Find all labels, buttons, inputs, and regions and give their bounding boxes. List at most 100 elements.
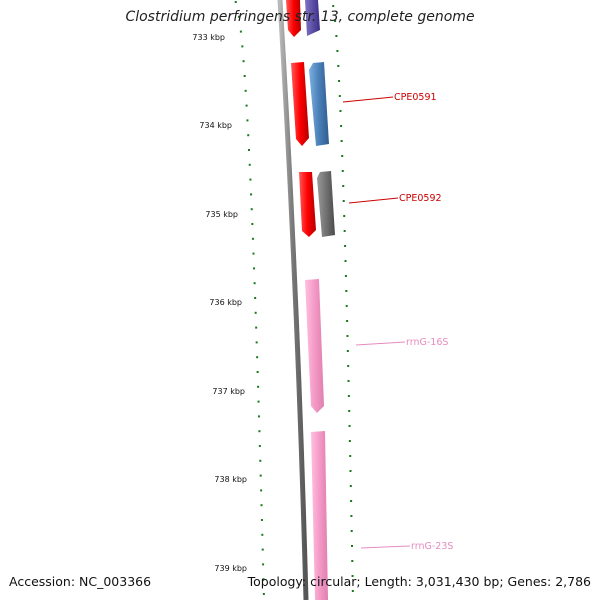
rrna-feature[interactable]	[311, 431, 328, 600]
ruler-tick	[239, 30, 242, 33]
ruler-tick	[246, 119, 249, 122]
ruler-tick	[238, 15, 241, 18]
ruler-tick	[245, 104, 248, 107]
gene-label-cpe0591[interactable]: CPE0591	[394, 92, 437, 103]
ruler-tick	[345, 290, 348, 292]
ruler-tick	[351, 560, 354, 562]
ruler-tick	[257, 415, 260, 418]
ruler-tick	[254, 297, 257, 299]
connector-rrng-16s	[355, 341, 406, 346]
ruler-tick	[248, 163, 251, 166]
ruler-tick	[257, 385, 260, 388]
ruler-tick	[348, 425, 351, 427]
cds-feature[interactable]	[317, 171, 335, 237]
ruler-label: 733 kbp	[192, 33, 225, 42]
ruler-tick	[348, 410, 351, 412]
accession-text: Accession: NC_003366	[9, 574, 152, 589]
ruler-tick	[350, 530, 353, 532]
ruler-tick	[259, 459, 262, 462]
ruler-ticks	[234, 1, 354, 595]
ruler-tick	[350, 500, 353, 502]
ruler-tick	[250, 193, 253, 196]
ruler-tick	[258, 445, 261, 447]
ruler-labels: 733 kbp 734 kbp 735 kbp 736 kbp 737 kbp …	[192, 33, 247, 573]
cds-feature[interactable]	[299, 172, 316, 237]
connector-cpe0591	[342, 96, 394, 103]
ruler-label: 737 kbp	[212, 387, 245, 396]
ruler-tick	[261, 548, 264, 551]
ruler-tick	[348, 440, 351, 442]
ruler-tick	[251, 237, 254, 240]
ruler-label: 738 kbp	[214, 475, 247, 484]
ruler-tick	[341, 170, 344, 172]
ruler-tick	[339, 110, 342, 112]
ruler-tick	[249, 178, 252, 181]
ruler-tick	[349, 470, 352, 472]
ruler-tick	[258, 430, 261, 433]
ruler-tick	[262, 563, 265, 566]
ruler-tick	[336, 50, 339, 52]
ruler-label: 734 kbp	[199, 121, 232, 130]
ruler-tick	[251, 223, 254, 225]
ruler-tick	[252, 252, 255, 255]
ruler-tick	[248, 149, 250, 151]
cds-feature[interactable]	[305, 0, 320, 36]
gene-labels: CPE0591 CPE0592 rrnG-16S rrnG-23S	[394, 92, 453, 552]
ruler-tick	[241, 45, 244, 48]
ruler-tick	[256, 356, 259, 359]
gene-label-rrng-23s[interactable]: rrnG-23S	[411, 541, 453, 552]
ruler-tick	[343, 215, 346, 217]
cds-feature[interactable]	[286, 0, 301, 37]
ruler-tick	[346, 335, 349, 337]
ruler-tick	[351, 590, 354, 592]
genome-summary-text: Topology: circular; Length: 3,031,430 bp…	[247, 574, 591, 589]
ruler-tick	[250, 208, 253, 211]
ruler-tick	[349, 485, 352, 487]
ruler-tick	[344, 245, 347, 247]
ruler-tick	[257, 400, 260, 403]
ruler-tick	[347, 380, 350, 382]
ruler-tick	[247, 134, 250, 137]
ruler-tick	[341, 155, 344, 157]
ruler-tick	[345, 305, 348, 307]
cds-feature[interactable]	[309, 62, 329, 146]
ruler-tick	[350, 515, 353, 517]
ruler-tick	[242, 60, 245, 63]
ruler-tick	[344, 260, 347, 262]
cds-feature[interactable]	[291, 62, 309, 146]
ruler-tick	[253, 267, 256, 270]
gene-label-rrng-16s[interactable]: rrnG-16S	[406, 337, 448, 348]
ruler-tick	[244, 89, 247, 92]
backbone	[277, 0, 309, 600]
genome-title: Clostridium perfringens str. 13, complet…	[125, 9, 475, 25]
ruler-tick	[349, 455, 352, 457]
ruler-tick	[338, 95, 341, 97]
ruler-tick	[261, 533, 264, 536]
label-connectors	[342, 96, 411, 549]
ruler-tick	[346, 320, 349, 322]
ruler-tick	[262, 593, 265, 595]
ruler-tick	[255, 341, 258, 344]
ruler-tick	[260, 489, 263, 492]
ruler-tick	[343, 230, 346, 232]
ruler-tick	[340, 140, 343, 142]
ruler-tick	[260, 504, 263, 507]
ruler-tick	[253, 282, 256, 285]
ruler-tick	[342, 185, 345, 187]
gene-label-cpe0592[interactable]: CPE0592	[399, 193, 442, 204]
ruler-tick	[347, 365, 350, 367]
ruler-tick	[262, 578, 265, 581]
ruler-tick	[346, 350, 349, 352]
ruler-label: 735 kbp	[205, 210, 238, 219]
ruler-tick	[255, 326, 258, 329]
rrna-feature[interactable]	[305, 279, 324, 413]
ruler-tick	[260, 519, 263, 521]
ruler-tick	[344, 275, 347, 277]
ruler-tick	[338, 80, 341, 82]
ruler-tick	[334, 20, 337, 22]
ruler-tick	[342, 200, 345, 202]
ruler-tick	[254, 311, 257, 314]
features	[286, 0, 335, 600]
ruler-tick	[243, 75, 246, 77]
